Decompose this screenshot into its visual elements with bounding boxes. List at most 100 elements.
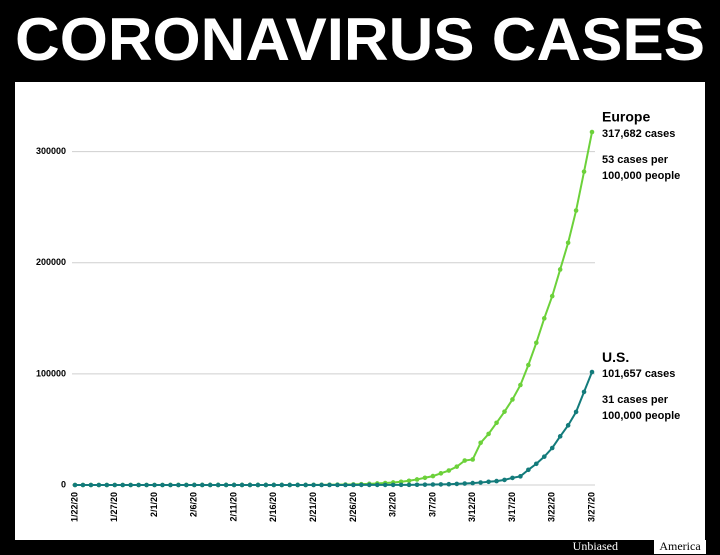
data-point bbox=[406, 482, 412, 488]
x-tick-label: 1/27/20 bbox=[109, 492, 119, 522]
footer-brand: America bbox=[659, 539, 701, 553]
data-point bbox=[573, 208, 579, 213]
x-tick-label: 2/6/20 bbox=[189, 492, 199, 517]
data-point bbox=[541, 454, 547, 459]
x-tick-label: 2/1/20 bbox=[149, 492, 159, 517]
data-point bbox=[422, 482, 428, 487]
y-tick-label: 200000 bbox=[36, 257, 66, 267]
data-point bbox=[207, 482, 213, 488]
data-point bbox=[422, 475, 428, 481]
data-point bbox=[398, 482, 404, 488]
x-tick-label: 2/11/20 bbox=[228, 492, 238, 522]
data-point bbox=[494, 420, 499, 426]
data-point bbox=[223, 482, 229, 488]
footer-badge bbox=[654, 540, 706, 554]
data-point bbox=[168, 482, 173, 488]
data-point bbox=[406, 478, 412, 484]
data-point bbox=[430, 482, 436, 487]
data-point bbox=[247, 482, 253, 488]
series-note: 101,657 cases bbox=[602, 368, 675, 380]
data-point bbox=[438, 471, 444, 476]
data-point bbox=[446, 468, 452, 473]
data-point bbox=[176, 482, 181, 488]
x-tick-label: 3/17/20 bbox=[507, 492, 517, 522]
data-point bbox=[144, 482, 149, 488]
plot-panel bbox=[15, 82, 705, 540]
data-point bbox=[303, 482, 308, 488]
data-point bbox=[454, 481, 460, 487]
data-point bbox=[581, 389, 587, 395]
series-note: 31 cases per bbox=[602, 394, 669, 406]
x-tick-label: 2/16/20 bbox=[268, 492, 278, 522]
data-point bbox=[526, 467, 531, 473]
y-tick-label: 300000 bbox=[36, 146, 66, 156]
footer-brand: Unbiased bbox=[573, 539, 618, 553]
data-point bbox=[486, 431, 491, 437]
data-point bbox=[287, 482, 293, 488]
data-point bbox=[295, 482, 301, 488]
data-point bbox=[438, 482, 444, 487]
data-point bbox=[72, 482, 78, 488]
data-point bbox=[239, 482, 245, 488]
data-point bbox=[414, 477, 420, 482]
data-point bbox=[136, 482, 141, 488]
series-note: 53 cases per bbox=[602, 154, 669, 166]
series-note: 100,000 people bbox=[602, 410, 680, 422]
data-point bbox=[462, 458, 468, 463]
data-point bbox=[470, 480, 475, 486]
series-note: 100,000 people bbox=[602, 170, 680, 182]
data-point bbox=[382, 482, 388, 488]
data-point bbox=[231, 482, 237, 488]
series-label: Europe bbox=[602, 109, 650, 125]
data-point bbox=[255, 482, 261, 488]
data-point bbox=[534, 340, 539, 346]
data-point bbox=[589, 129, 595, 135]
data-point bbox=[359, 482, 364, 488]
data-point bbox=[263, 482, 269, 488]
x-tick-label: 1/22/20 bbox=[69, 492, 79, 522]
y-tick-label: 100000 bbox=[36, 368, 66, 378]
data-point bbox=[510, 397, 515, 402]
data-point bbox=[430, 473, 436, 479]
y-tick-label: 0 bbox=[61, 479, 66, 489]
data-point bbox=[335, 482, 340, 488]
x-tick-label: 3/22/20 bbox=[547, 492, 557, 522]
data-point bbox=[192, 482, 197, 488]
data-point bbox=[446, 481, 452, 487]
data-point bbox=[557, 267, 563, 272]
data-point bbox=[518, 474, 523, 479]
data-point bbox=[112, 482, 118, 488]
data-point bbox=[534, 461, 539, 467]
data-point bbox=[486, 479, 491, 485]
data-point bbox=[351, 482, 356, 488]
data-point bbox=[96, 482, 102, 488]
data-point bbox=[549, 293, 555, 299]
data-point bbox=[199, 482, 205, 488]
data-point bbox=[152, 482, 157, 488]
data-point bbox=[526, 362, 531, 368]
data-point bbox=[390, 482, 396, 488]
data-point bbox=[271, 482, 277, 488]
data-point bbox=[120, 482, 126, 488]
data-point bbox=[104, 482, 110, 488]
data-point bbox=[478, 480, 483, 485]
data-point bbox=[414, 482, 420, 488]
data-point bbox=[510, 475, 515, 481]
data-point bbox=[454, 464, 460, 469]
data-point bbox=[518, 382, 523, 388]
x-tick-label: 3/12/20 bbox=[467, 492, 477, 522]
data-point bbox=[581, 169, 587, 174]
data-point bbox=[557, 434, 563, 439]
data-point bbox=[80, 482, 86, 488]
data-point bbox=[215, 482, 221, 488]
data-point bbox=[374, 482, 380, 488]
data-point bbox=[343, 482, 348, 488]
data-point bbox=[589, 369, 595, 375]
data-point bbox=[184, 482, 189, 488]
data-point bbox=[494, 478, 499, 484]
data-point bbox=[549, 445, 555, 451]
data-point bbox=[88, 482, 94, 488]
data-point bbox=[541, 316, 547, 321]
